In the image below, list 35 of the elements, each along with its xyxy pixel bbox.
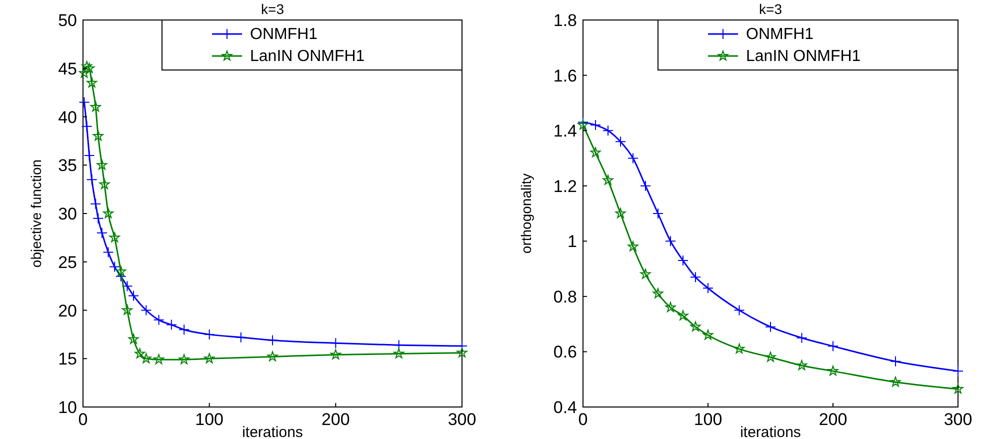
x-tick-label: 100 [195, 410, 224, 429]
y-tick-label: 10 [58, 398, 77, 417]
x-tick-label: 300 [448, 410, 476, 429]
x-tick-label: 200 [321, 410, 350, 429]
x-axis-title: iterations [740, 424, 801, 439]
y-tick-label: 50 [58, 11, 77, 30]
chart-title: k=3 [759, 1, 782, 17]
y-tick-label: 45 [58, 59, 77, 78]
y-tick-label: 0.4 [553, 398, 577, 417]
x-tick-label: 300 [944, 410, 972, 429]
x-tick-label: 100 [694, 410, 722, 429]
y-axis-title: orthogonality [518, 173, 534, 254]
y-tick-label: 35 [58, 156, 77, 176]
y-tick-label: 1.4 [553, 122, 577, 141]
x-tick-label: 200 [818, 410, 848, 429]
legend-label: ONMFH1 [250, 26, 318, 43]
y-tick-label: 1 [568, 232, 577, 252]
y-tick-label: 1.8 [553, 11, 577, 30]
legend-label: LanIN ONMFH1 [250, 48, 365, 65]
legend-label: ONMFH1 [746, 26, 814, 43]
y-tick-label: 0.6 [553, 342, 577, 362]
chart-title: k=3 [261, 1, 284, 17]
y-tick-label: 15 [58, 350, 77, 369]
x-tick-label: 0 [78, 410, 88, 429]
x-tick-label: 0 [578, 410, 588, 429]
x-axis-title: iterations [242, 424, 303, 439]
y-tick-label: 25 [58, 252, 77, 272]
y-tick-label: 40 [58, 108, 77, 127]
y-axis-title: objective function [28, 159, 44, 268]
y-tick-label: 0.8 [553, 287, 577, 306]
legend-label: LanIN ONMFH1 [746, 48, 861, 65]
y-tick-label: 20 [58, 301, 77, 320]
y-tick-label: 1.2 [553, 176, 577, 196]
y-tick-label: 1.6 [553, 66, 577, 86]
y-tick-label: 30 [58, 204, 77, 224]
